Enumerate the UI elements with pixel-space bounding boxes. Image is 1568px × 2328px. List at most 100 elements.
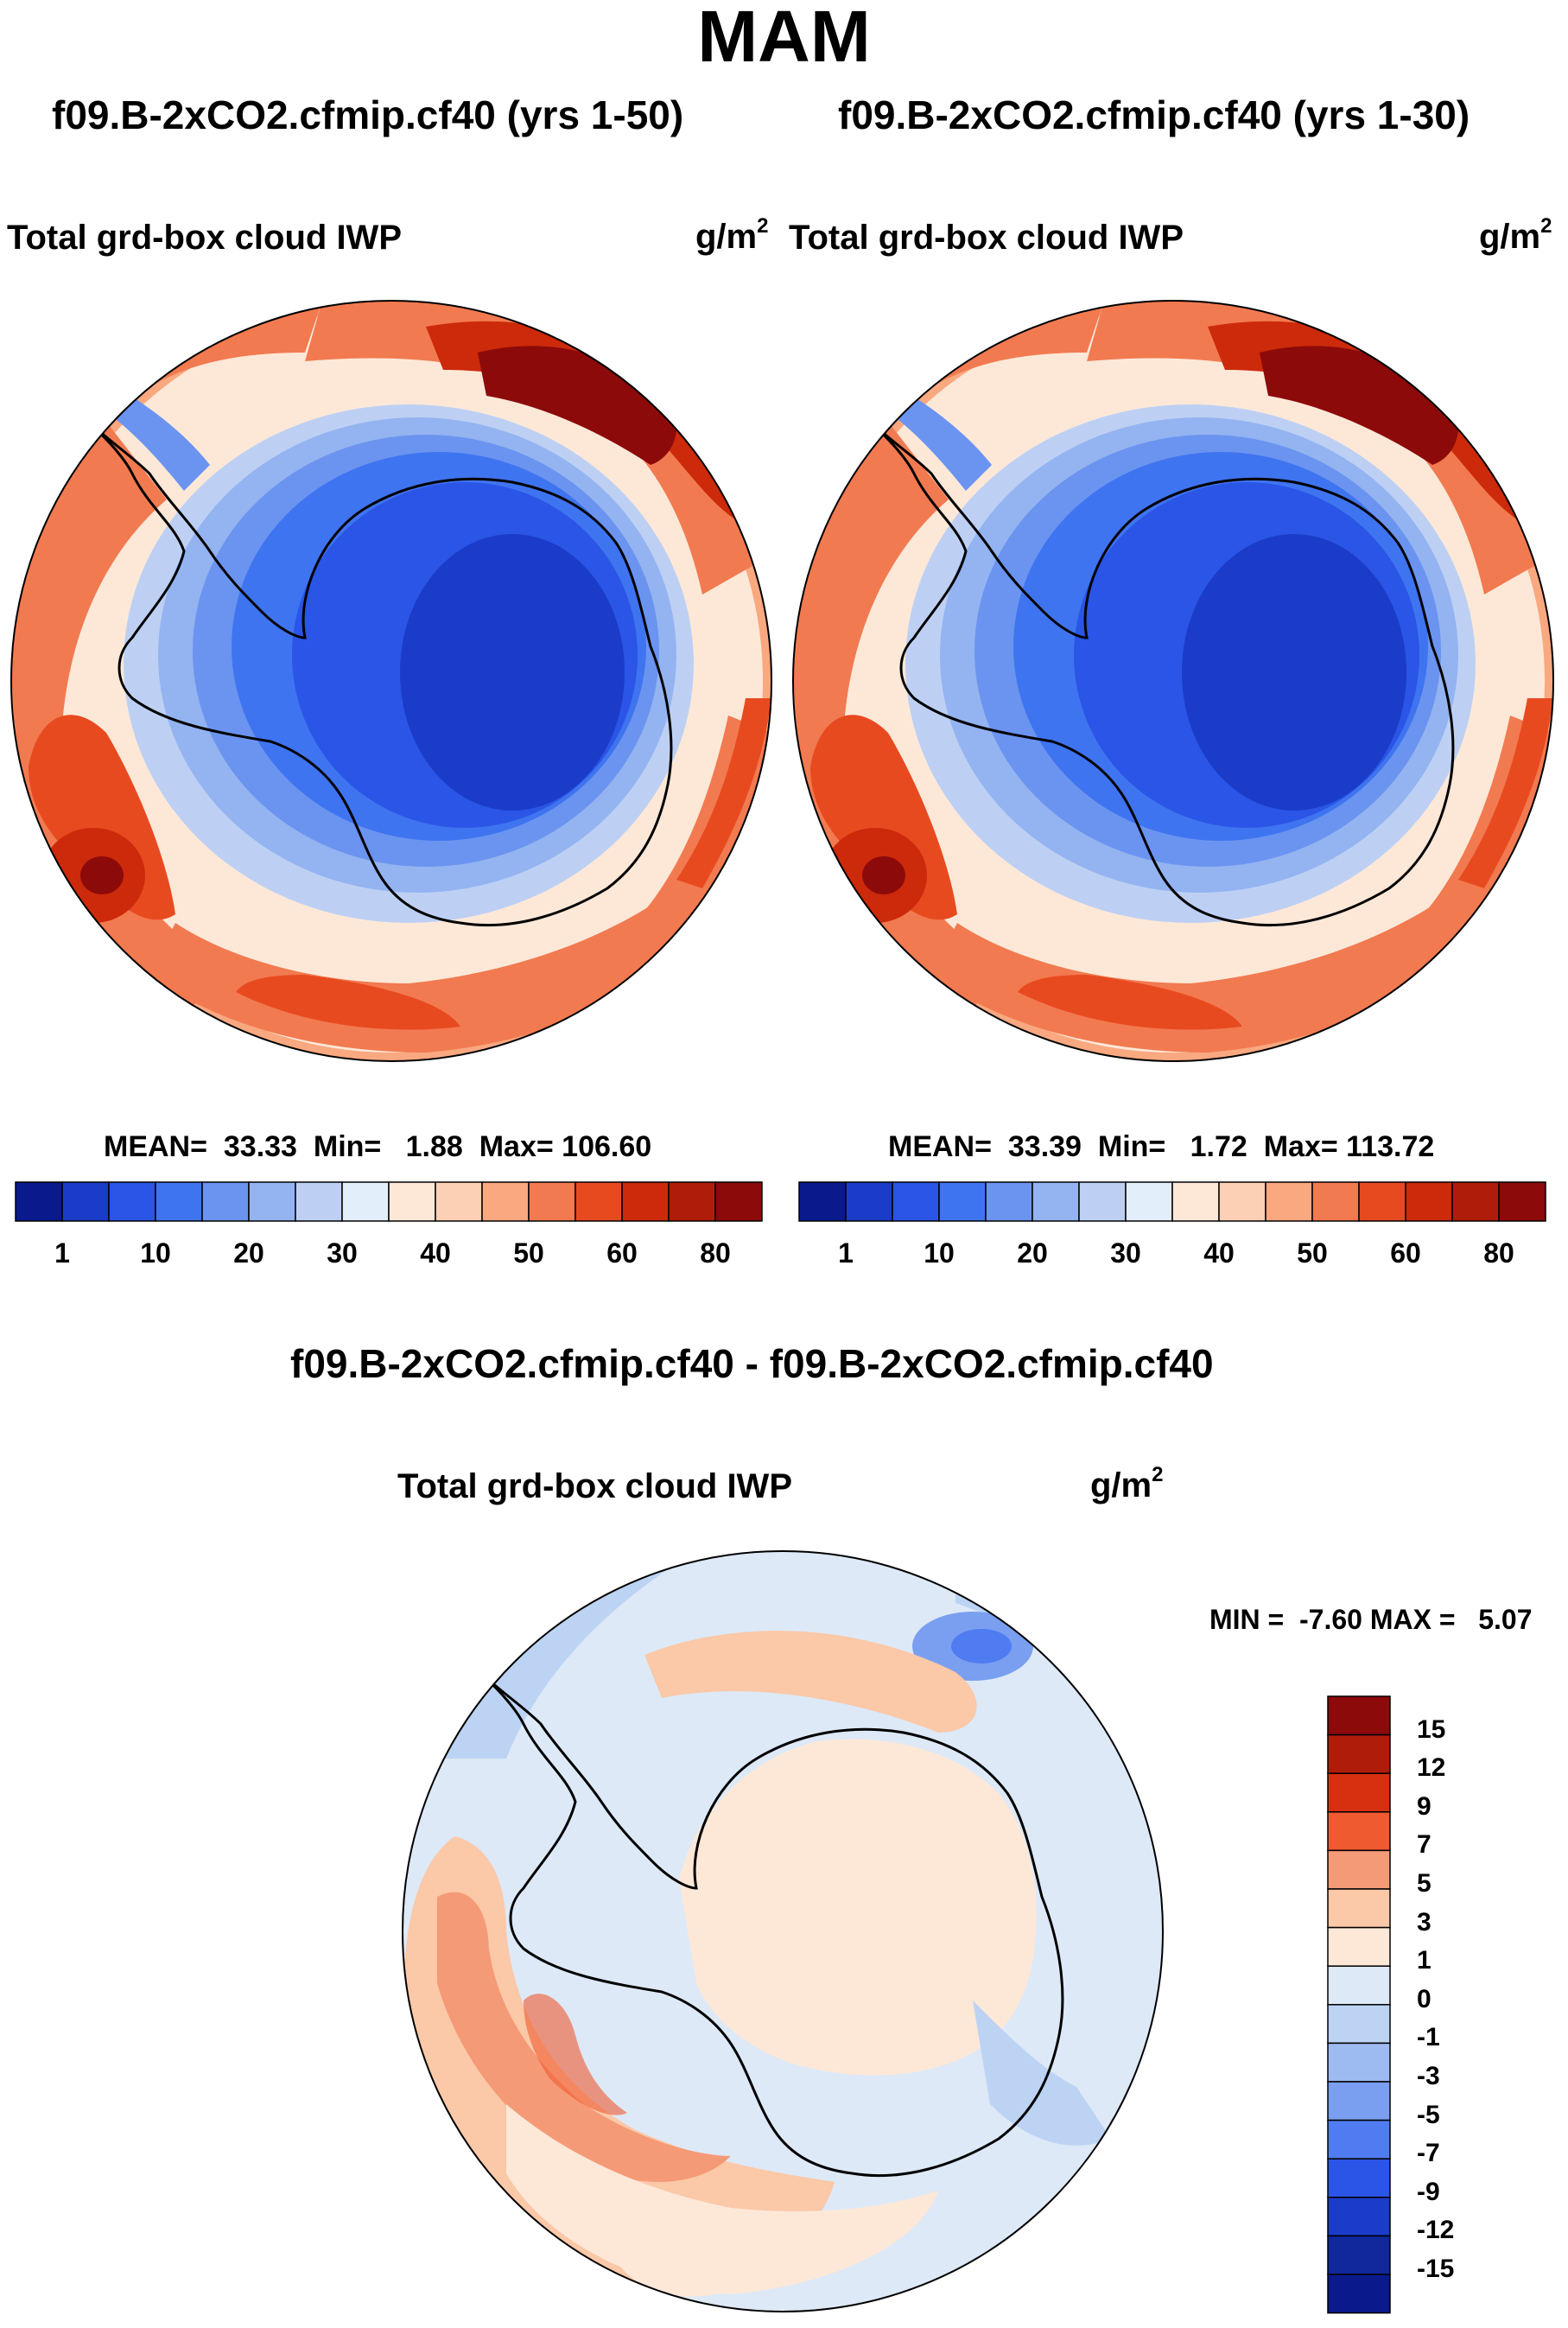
panel2-colorbar-box bbox=[1171, 1181, 1220, 1222]
panel1-map-border bbox=[10, 300, 772, 1062]
diff-colorbar-box bbox=[1327, 2119, 1391, 2159]
panel1-colorbar bbox=[15, 1181, 763, 1222]
panel2-colorbar-label: 60 bbox=[1390, 1237, 1421, 1269]
panel2-mean: 33.39 bbox=[1007, 1130, 1082, 1163]
panel2-stats: MEAN= 33.39 Min= 1.72 Max= 113.72 bbox=[888, 1130, 1435, 1163]
diff-colorbar-box bbox=[1327, 1965, 1391, 2006]
panel2-colorbar-box bbox=[892, 1181, 940, 1222]
panel1-colorbar-box bbox=[15, 1181, 63, 1222]
diff-minmax: MIN = -7.60 MAX = 5.07 bbox=[1209, 1604, 1533, 1635]
diff-colorbar-box bbox=[1327, 1849, 1391, 1890]
panel2-colorbar-box bbox=[1358, 1181, 1406, 1222]
diff-colorbar-box bbox=[1327, 1733, 1391, 1774]
panel1-colorbar-box bbox=[714, 1181, 763, 1222]
panel2-colorbar-box bbox=[1218, 1181, 1266, 1222]
panel1-colorbar-box bbox=[201, 1181, 250, 1222]
diff-units: g/m2 bbox=[1090, 1463, 1164, 1504]
panel1-colorbar-box bbox=[295, 1181, 343, 1222]
panel2-colorbar bbox=[798, 1181, 1546, 1222]
panel2-variable-label: Total grd-box cloud IWP bbox=[789, 219, 1184, 257]
panel2-colorbar-label: 1 bbox=[838, 1237, 854, 1269]
diff-colorbar-label: 1 bbox=[1417, 1946, 1432, 1975]
diff-colorbar-label: 0 bbox=[1417, 1984, 1432, 2013]
panel2-colorbar-box bbox=[1311, 1181, 1360, 1222]
panel2-colorbar-box bbox=[985, 1181, 1033, 1222]
panel1-colorbar-label: 50 bbox=[513, 1237, 544, 1269]
diff-min: -7.60 bbox=[1299, 1604, 1362, 1635]
diff-colorbar-box bbox=[1327, 1695, 1391, 1736]
panel2-map-border bbox=[792, 300, 1554, 1062]
diff-colorbar-box bbox=[1327, 2274, 1391, 2314]
diff-colorbar-box bbox=[1327, 1926, 1391, 1967]
diff-colorbar-label: -9 bbox=[1417, 2177, 1440, 2206]
panel1-min: 1.88 bbox=[405, 1130, 463, 1163]
panel1-case-title: f09.B-2xCO2.cfmip.cf40 (yrs 1-50) bbox=[52, 92, 684, 137]
panel1-colorbar-box bbox=[481, 1181, 530, 1222]
diff-colorbar-label: 12 bbox=[1417, 1753, 1446, 1783]
diff-colorbar-box bbox=[1327, 1888, 1391, 1929]
panel2-colorbar-label: 40 bbox=[1203, 1237, 1235, 1269]
diff-colorbar-label: 7 bbox=[1417, 1830, 1432, 1860]
panel1-variable-label: Total grd-box cloud IWP bbox=[7, 219, 402, 257]
panel1-colorbar-box bbox=[435, 1181, 483, 1222]
panel2-units: g/m2 bbox=[1479, 214, 1552, 256]
diff-colorbar-label: -15 bbox=[1417, 2255, 1455, 2283]
diff-colorbar-label: -1 bbox=[1417, 2023, 1440, 2052]
panel2-min: 1.72 bbox=[1190, 1130, 1247, 1163]
diff-colorbar-label: -7 bbox=[1417, 2139, 1440, 2168]
panel1-colorbar-box bbox=[668, 1181, 716, 1222]
diff-colorbar-box bbox=[1327, 2004, 1391, 2045]
panel2-colorbar-box bbox=[1125, 1181, 1173, 1222]
diff-colorbar-box bbox=[1327, 1772, 1391, 1813]
panel1-colorbar-label: 40 bbox=[420, 1237, 451, 1269]
panel1-map bbox=[0, 275, 797, 1087]
diff-colorbar-label: 15 bbox=[1417, 1714, 1446, 1744]
panel1-colorbar-label: 10 bbox=[140, 1237, 171, 1269]
diff-max: 5.07 bbox=[1478, 1604, 1533, 1635]
panel1-colorbar-box bbox=[248, 1181, 296, 1222]
panel2-case-title: f09.B-2xCO2.cfmip.cf40 (yrs 1-30) bbox=[838, 92, 1470, 137]
panel2-colorbar-label: 80 bbox=[1483, 1237, 1514, 1269]
panel1-colorbar-label: 80 bbox=[700, 1237, 731, 1269]
figure-title: MAM bbox=[697, 0, 871, 77]
panel2-colorbar-box bbox=[1032, 1181, 1080, 1222]
panel1-stats: MEAN= 33.33 Min= 1.88 Max= 106.60 bbox=[104, 1130, 652, 1163]
diff-colorbar bbox=[1327, 1695, 1391, 2314]
panel2-colorbar-label: 30 bbox=[1110, 1237, 1141, 1269]
panel1-colorbar-box bbox=[341, 1181, 390, 1222]
diff-colorbar-label: -12 bbox=[1417, 2216, 1455, 2245]
panel1-colorbar-label: 20 bbox=[233, 1237, 264, 1269]
diff-colorbar-box bbox=[1327, 2081, 1391, 2121]
panel1-mean: 33.33 bbox=[223, 1130, 297, 1163]
diff-map bbox=[403, 1551, 1163, 2312]
diff-colorbar-box bbox=[1327, 2235, 1391, 2275]
panel1-max: 106.60 bbox=[562, 1130, 652, 1163]
panel2-colorbar-label: 50 bbox=[1297, 1237, 1328, 1269]
panel1-colorbar-label: 1 bbox=[54, 1237, 70, 1269]
diff-colorbar-box bbox=[1327, 1811, 1391, 1852]
panel1-colorbar-box bbox=[155, 1181, 203, 1222]
panel1-units: g/m2 bbox=[695, 214, 769, 256]
panel2-map bbox=[767, 275, 1568, 1087]
diff-colorbar-box bbox=[1327, 2197, 1391, 2237]
panel1-colorbar-box bbox=[108, 1181, 156, 1222]
panel2-colorbar-box bbox=[1405, 1181, 1453, 1222]
diff-colorbar-label: 5 bbox=[1417, 1869, 1432, 1898]
panel1-colorbar-label: 60 bbox=[606, 1237, 638, 1269]
panel1-colorbar-box bbox=[528, 1181, 576, 1222]
panel2-colorbar-label: 10 bbox=[924, 1237, 955, 1269]
diff-case-title: f09.B-2xCO2.cfmip.cf40 - f09.B-2xCO2.cfm… bbox=[290, 1341, 1214, 1386]
panel1-colorbar-box bbox=[621, 1181, 670, 1222]
panel2-colorbar-box bbox=[1078, 1181, 1127, 1222]
diff-colorbar-label: 9 bbox=[1417, 1791, 1432, 1821]
panel1-colorbar-box bbox=[388, 1181, 436, 1222]
diff-colorbar-label: 3 bbox=[1417, 1907, 1432, 1937]
diff-variable-label: Total grd-box cloud IWP bbox=[397, 1467, 792, 1505]
panel2-colorbar-box bbox=[845, 1181, 893, 1222]
diff-colorbar-box bbox=[1327, 2042, 1391, 2083]
diff-map-border bbox=[402, 1550, 1164, 2312]
panel2-colorbar-box bbox=[1451, 1181, 1500, 1222]
panel1-colorbar-box bbox=[61, 1181, 110, 1222]
panel2-colorbar-box bbox=[798, 1181, 847, 1222]
